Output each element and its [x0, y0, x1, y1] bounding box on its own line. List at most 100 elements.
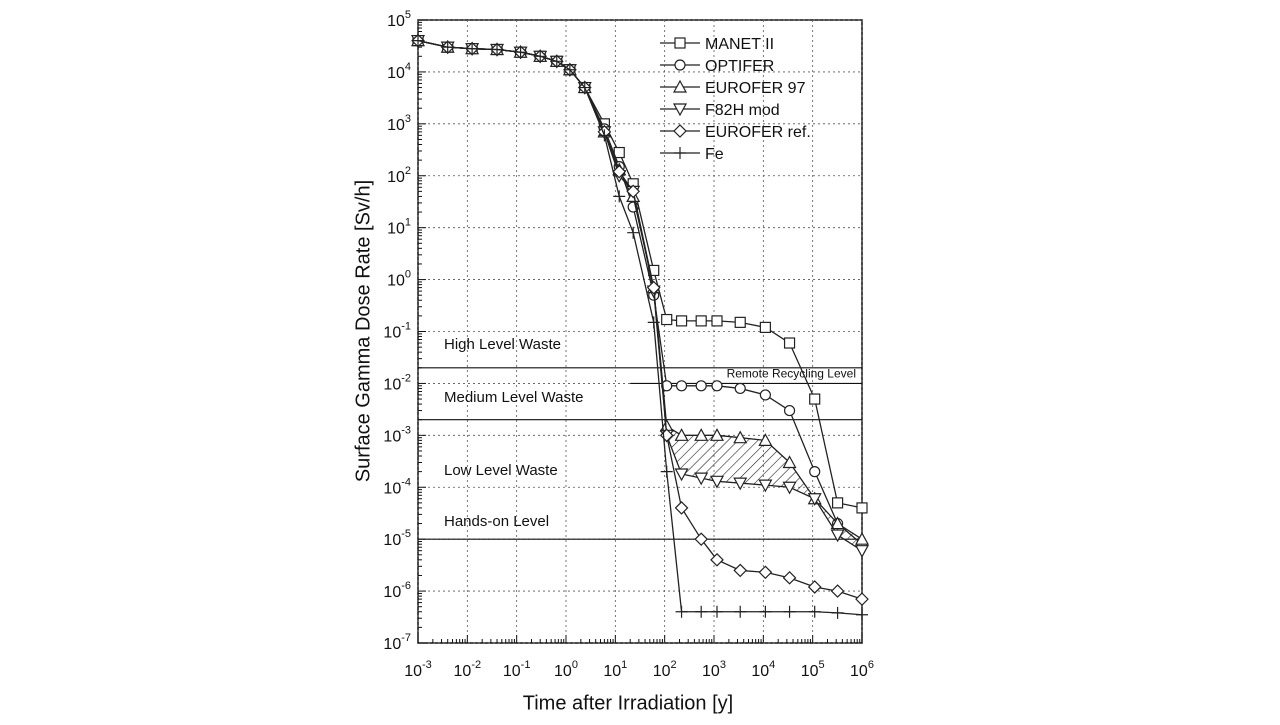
marker — [674, 501, 689, 515]
y-tick-label: 10-7 — [383, 632, 411, 653]
marker — [694, 428, 709, 441]
marker — [674, 147, 686, 159]
marker — [672, 79, 688, 93]
marker — [783, 605, 796, 618]
marker — [550, 55, 563, 68]
marker — [759, 389, 771, 401]
marker — [734, 382, 746, 395]
marker — [674, 59, 686, 71]
legend-label: EUROFER ref. — [705, 124, 811, 141]
marker — [830, 529, 845, 543]
y-tick-label: 10-6 — [383, 580, 411, 601]
x-tick-label: 100 — [554, 659, 578, 680]
y-tick-label: 10-1 — [383, 321, 411, 342]
legend-label: OPTIFER — [705, 58, 774, 75]
marker — [710, 552, 724, 567]
marker — [807, 580, 822, 594]
marker — [441, 41, 454, 54]
marker — [782, 570, 797, 585]
x-tick-label: 104 — [751, 659, 775, 680]
x-tick-label: 102 — [653, 659, 677, 680]
marker — [695, 605, 708, 618]
y-tick-label: 10-5 — [383, 528, 411, 549]
reference-label: Remote Recycling Level — [727, 366, 856, 380]
x-tick-label: 10-2 — [454, 659, 482, 680]
marker — [695, 315, 707, 327]
region-label: Medium Level Waste — [444, 389, 584, 406]
marker — [675, 315, 688, 327]
marker — [783, 337, 796, 349]
marker — [758, 433, 773, 446]
marker — [694, 472, 709, 486]
marker — [783, 404, 796, 417]
y-tick-label: 103 — [387, 113, 411, 134]
marker — [613, 190, 626, 203]
marker — [809, 466, 821, 478]
marker — [855, 592, 869, 606]
marker — [831, 606, 844, 619]
marker — [759, 321, 771, 333]
marker — [830, 584, 845, 598]
marker — [563, 63, 576, 76]
marker — [856, 608, 868, 621]
region-label: Hands-on Level — [444, 513, 549, 530]
marker — [674, 468, 689, 482]
y-tick-label: 104 — [387, 61, 411, 82]
marker — [758, 565, 773, 580]
marker — [733, 477, 748, 491]
marker — [782, 455, 797, 469]
marker — [782, 481, 797, 495]
marker — [578, 81, 591, 94]
y-tick-label: 105 — [387, 9, 411, 30]
marker — [734, 316, 746, 328]
legend-label: Fe — [705, 146, 724, 163]
marker — [646, 280, 661, 295]
series — [411, 33, 869, 606]
marker — [830, 516, 845, 530]
marker — [734, 605, 747, 618]
marker — [759, 605, 772, 618]
marker — [647, 316, 660, 329]
marker — [534, 50, 547, 63]
marker — [694, 532, 709, 547]
x-axis-label: Time after Irradiation [y] — [523, 692, 733, 714]
x-tick-label: 10-1 — [503, 659, 531, 680]
marker — [648, 264, 660, 277]
marker — [626, 184, 641, 199]
marker — [627, 226, 640, 239]
marker — [807, 493, 822, 507]
series — [412, 35, 868, 514]
marker — [466, 42, 479, 55]
marker — [675, 380, 688, 392]
marker — [514, 46, 527, 59]
marker — [854, 531, 870, 545]
marker — [711, 380, 723, 392]
marker — [412, 34, 424, 47]
marker — [695, 380, 707, 392]
marker — [758, 479, 773, 493]
legend-label: MANET II — [705, 36, 774, 53]
x-tick-label: 105 — [801, 659, 825, 680]
marker — [660, 465, 673, 478]
marker — [598, 129, 611, 142]
marker — [809, 393, 821, 405]
marker — [856, 502, 868, 514]
legend-label: F82H mod — [705, 102, 780, 119]
marker — [612, 164, 627, 179]
marker — [733, 563, 748, 578]
marker — [672, 103, 688, 117]
x-tick-label: 10-3 — [404, 659, 432, 680]
y-axis-label: Surface Gamma Dose Rate [Sv/h] — [352, 180, 374, 482]
marker — [711, 315, 723, 327]
marker — [661, 313, 673, 326]
series-line — [417, 40, 863, 509]
x-tick-label: 101 — [603, 659, 627, 680]
marker — [709, 428, 725, 441]
marker — [673, 124, 687, 138]
marker — [854, 545, 870, 558]
marker — [808, 605, 821, 618]
marker — [674, 428, 689, 441]
marker — [733, 430, 748, 444]
